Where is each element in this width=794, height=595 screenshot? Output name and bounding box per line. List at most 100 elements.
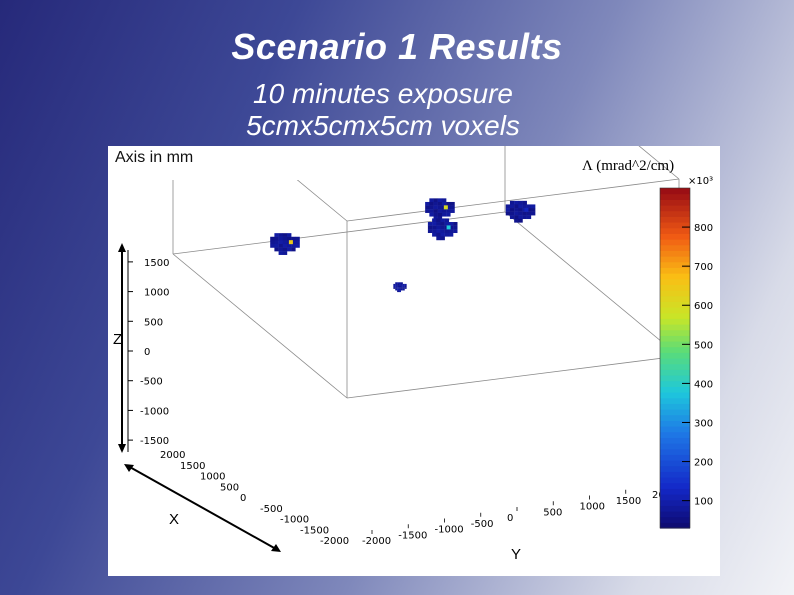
voxel-c3-9 (514, 204, 519, 209)
slide-subtitle-exposure: 10 minutes exposure (253, 78, 513, 109)
voxel-c0-15 (282, 236, 288, 241)
hot-voxel-c3 (524, 207, 529, 212)
voxel-c2-18 (440, 232, 445, 237)
voxel-c2-4 (432, 222, 437, 226)
colorbar-segment-18 (660, 420, 690, 427)
hot-voxel-c2 (446, 225, 451, 230)
colorbar-segment-22 (660, 397, 690, 404)
box-edge-8 (172, 253, 348, 399)
voxel-c3-29 (530, 204, 536, 209)
voxel-c0-14 (282, 233, 288, 237)
3d-scatter-plot: 150010005000-500-1000-1500Z2000150010005… (113, 146, 713, 563)
colorbar-segment-44 (660, 273, 690, 280)
voxel-c1-10 (433, 205, 438, 210)
z-axis-title: Z (113, 331, 122, 348)
voxel-c1-25 (446, 201, 451, 206)
voxel-c3-7 (509, 215, 515, 220)
colorbar-segment-43 (660, 278, 690, 285)
voxel-c4-7 (395, 288, 398, 291)
colorbar-title: Λ (mrad^2/cm) (582, 158, 674, 174)
voxel-c2-30 (453, 225, 458, 230)
voxel-c2-8 (436, 218, 441, 223)
voxel-c3-2 (505, 211, 511, 216)
voxel-c3-16 (518, 208, 523, 212)
voxel-c2-24 (444, 232, 450, 237)
voxel-c3-6 (509, 211, 515, 216)
z-tick-label-4: -500 (140, 377, 163, 388)
colorbar-segment-32 (660, 341, 690, 348)
voxel-c1-15 (437, 201, 443, 206)
colorbar-segment-9 (660, 471, 690, 478)
voxel-c3-11 (514, 211, 519, 216)
voxel-c4-22 (400, 285, 403, 288)
colorbar-segment-4 (660, 499, 690, 506)
voxel-c3-12 (514, 215, 519, 220)
colorbar-frame (659, 187, 691, 529)
voxel-c2-0 (427, 222, 433, 226)
voxel-c3-14 (518, 200, 523, 205)
colorbar-tick-label-4: 500 (694, 340, 713, 351)
z-tick-label-3: 0 (144, 347, 150, 358)
z-tick-label-0: 1500 (144, 258, 169, 269)
voxel-c1-16 (437, 205, 443, 210)
y-tick-label-7: 1500 (616, 496, 641, 507)
x-tick-label-1: 1500 (180, 461, 205, 472)
colorbar-segment-54 (660, 216, 690, 223)
colorbar-segment-49 (660, 244, 690, 251)
colorbar-segment-12 (660, 454, 690, 461)
hot-voxel-c1 (443, 205, 448, 210)
z-tick-label-6: -1500 (140, 436, 169, 447)
voxel-c0-5 (274, 240, 279, 245)
voxel-c3-5 (509, 208, 515, 212)
voxel-c4-3 (395, 282, 398, 284)
voxel-c3-25 (526, 204, 532, 209)
x-tick-label-7: -1500 (300, 525, 329, 536)
voxel-c1-29 (450, 201, 455, 206)
y-tick-label-0: -2000 (362, 536, 391, 547)
colorbar-segment-36 (660, 318, 690, 325)
voxel-c2-19 (440, 236, 445, 241)
colorbar-segment-50 (660, 239, 690, 246)
voxel-c1-2 (425, 209, 430, 213)
colorbar-segment-3 (660, 505, 690, 512)
voxel-c2-5 (432, 225, 437, 230)
voxel-c4-21 (400, 283, 403, 286)
colorbar-tick-label-1: 200 (694, 458, 713, 469)
voxel-c1-7 (429, 212, 434, 217)
colorbar-segment-13 (660, 448, 690, 455)
colorbar-segment-20 (660, 409, 690, 416)
y-tick-label-6: 1000 (580, 502, 605, 513)
voxel-c1-23 (441, 209, 447, 213)
colorbar-tick-label-2: 300 (694, 418, 713, 429)
slide-subtitle-voxels: 5cmx5cmx5cm voxels (246, 110, 520, 141)
colorbar-segment-11 (660, 460, 690, 467)
voxel-c2-3 (432, 218, 437, 223)
x-arrow-head-back (124, 464, 134, 472)
voxel-c2-2 (427, 229, 433, 234)
voxel-c4-12 (397, 288, 400, 291)
voxel-c4-19 (399, 290, 401, 293)
y-tick-label-2: -1000 (435, 525, 464, 536)
colorbar-tick-label-7: 800 (694, 223, 713, 234)
voxel-c0-19 (282, 251, 288, 255)
voxel-c1-4 (429, 201, 434, 206)
x-tick-label-6: -1000 (280, 515, 309, 526)
x-tick-label-3: 500 (220, 482, 239, 493)
voxel-c2-15 (440, 222, 445, 226)
voxel-c2-14 (440, 218, 445, 223)
voxel-c4-16 (399, 285, 401, 288)
colorbar-segment-39 (660, 301, 690, 308)
voxel-c1-3 (429, 198, 434, 203)
voxel-c2-20 (444, 218, 450, 223)
voxel-c2-25 (448, 222, 454, 226)
voxel-c1-6 (429, 209, 434, 213)
voxel-c0-29 (295, 236, 300, 241)
voxel-c4-23 (400, 287, 403, 289)
voxel-c4-1 (393, 285, 396, 288)
z-arrow-head-up (118, 243, 126, 252)
voxel-c2-9 (436, 222, 441, 226)
colorbar-segment-47 (660, 256, 690, 263)
voxel-c1-27 (446, 209, 451, 213)
voxel-c1-20 (441, 198, 447, 203)
voxel-c2-10 (436, 225, 441, 230)
